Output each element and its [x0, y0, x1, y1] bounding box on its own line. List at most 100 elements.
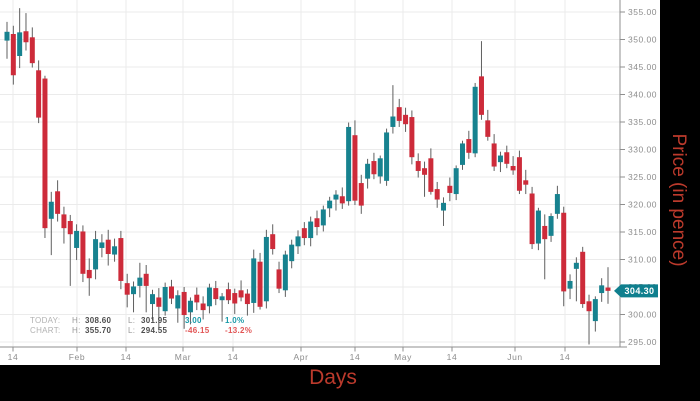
candle[interactable]	[516, 150, 522, 195]
candle[interactable]	[390, 85, 396, 134]
candle[interactable]	[384, 128, 390, 186]
candle[interactable]	[276, 261, 282, 294]
candle[interactable]	[118, 230, 124, 290]
candle[interactable]	[61, 206, 67, 244]
candle[interactable]	[504, 145, 510, 169]
candle[interactable]	[238, 280, 244, 302]
candle[interactable]	[251, 249, 257, 313]
candle[interactable]	[301, 222, 307, 246]
candle[interactable]	[42, 75, 48, 239]
candle[interactable]	[225, 282, 231, 305]
candle[interactable]	[485, 109, 491, 141]
candle[interactable]	[327, 196, 333, 218]
candle[interactable]	[67, 214, 73, 286]
candle[interactable]	[131, 281, 137, 313]
last-price-text: 304.30	[625, 286, 655, 296]
candle[interactable]	[561, 206, 567, 307]
candle[interactable]	[124, 273, 130, 308]
candle[interactable]	[105, 229, 111, 266]
candle[interactable]	[365, 158, 371, 189]
candle[interactable]	[358, 174, 364, 214]
candle[interactable]	[478, 41, 484, 120]
candle[interactable]	[156, 288, 162, 328]
candles[interactable]	[4, 8, 611, 345]
candle[interactable]	[244, 289, 250, 316]
candle[interactable]	[74, 224, 80, 261]
candle[interactable]	[605, 267, 611, 304]
candle[interactable]	[308, 216, 314, 247]
candle[interactable]	[99, 234, 105, 258]
candle[interactable]	[175, 290, 181, 323]
candle[interactable]	[352, 120, 358, 206]
candle[interactable]	[573, 257, 579, 302]
candle[interactable]	[320, 205, 326, 232]
candle[interactable]	[314, 210, 320, 236]
candle[interactable]	[270, 224, 276, 255]
candle[interactable]	[428, 148, 434, 195]
candle[interactable]	[377, 155, 383, 184]
candle[interactable]	[112, 238, 118, 262]
candle[interactable]	[346, 122, 352, 206]
candle[interactable]	[10, 25, 16, 85]
candle[interactable]	[187, 297, 193, 325]
candle[interactable]	[86, 258, 92, 296]
candle[interactable]	[554, 185, 560, 219]
candle[interactable]	[409, 110, 415, 165]
candle[interactable]	[459, 140, 465, 170]
candle[interactable]	[257, 252, 263, 310]
candle[interactable]	[23, 13, 29, 51]
candle[interactable]	[447, 177, 453, 202]
candle[interactable]	[441, 197, 447, 226]
candle[interactable]	[535, 207, 541, 251]
candle[interactable]	[403, 107, 409, 132]
candle[interactable]	[17, 8, 23, 69]
candle[interactable]	[497, 151, 503, 173]
candle[interactable]	[491, 134, 497, 171]
candle[interactable]	[580, 246, 586, 308]
candle[interactable]	[282, 250, 288, 297]
candle[interactable]	[232, 288, 238, 314]
candle[interactable]	[567, 274, 573, 300]
candle[interactable]	[289, 239, 295, 269]
candle[interactable]	[150, 289, 156, 321]
candle[interactable]	[137, 262, 143, 298]
candle[interactable]	[548, 213, 554, 242]
candle[interactable]	[434, 181, 440, 208]
candle[interactable]	[206, 283, 212, 314]
candle[interactable]	[168, 279, 174, 305]
candle[interactable]	[422, 161, 428, 197]
candle[interactable]	[194, 287, 200, 311]
candle[interactable]	[143, 265, 149, 313]
candle[interactable]	[162, 282, 168, 316]
candle[interactable]	[466, 130, 472, 159]
candle[interactable]	[510, 156, 516, 175]
candle[interactable]	[4, 21, 10, 59]
candle[interactable]	[213, 280, 219, 306]
candle[interactable]	[339, 187, 345, 209]
candle[interactable]	[586, 294, 592, 345]
candle[interactable]	[371, 152, 377, 180]
candle[interactable]	[80, 225, 86, 283]
candle[interactable]	[55, 180, 61, 222]
candle[interactable]	[599, 278, 605, 302]
candle[interactable]	[181, 287, 187, 329]
candle[interactable]	[333, 190, 339, 211]
candle[interactable]	[542, 214, 548, 280]
candle[interactable]	[453, 165, 459, 201]
candle[interactable]	[523, 169, 529, 195]
candle[interactable]	[529, 186, 535, 250]
candle[interactable]	[415, 153, 421, 178]
candle[interactable]	[472, 82, 478, 158]
candle[interactable]	[396, 98, 402, 127]
candle[interactable]	[48, 191, 54, 256]
candle[interactable]	[592, 296, 598, 332]
candle[interactable]	[295, 230, 301, 254]
candle[interactable]	[219, 293, 225, 322]
x-tick-label: 14	[350, 352, 361, 362]
candle[interactable]	[200, 296, 206, 320]
candle[interactable]	[263, 229, 269, 309]
candle[interactable]	[29, 27, 35, 68]
candle[interactable]	[36, 60, 42, 124]
candle[interactable]	[93, 230, 99, 280]
